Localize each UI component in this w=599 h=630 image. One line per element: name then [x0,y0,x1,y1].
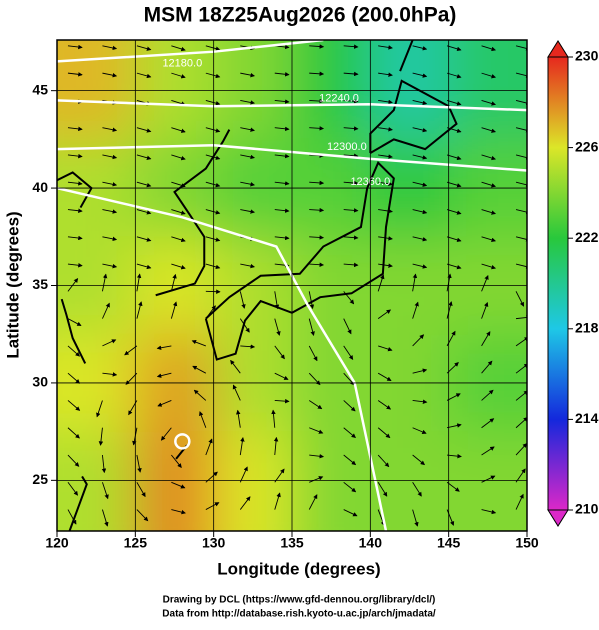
contour-label: 12180.0 [162,57,202,69]
y-tick-label: 25 [32,471,48,487]
footer-line: Drawing by DCL (https://www.gfd-dennou.o… [163,595,436,606]
colorbar [548,57,568,510]
colorbar-extend [548,510,568,526]
x-tick-label: 120 [45,535,69,551]
heat-cell [0,432,135,589]
field [0,0,587,589]
chart-title: MSM 18Z25Aug2026 (200.0hPa) [144,4,457,27]
footer-line: Data from http://database.rish.kyoto-u.a… [162,609,436,620]
y-tick-label: 40 [32,179,48,195]
x-tick-label: 135 [280,535,304,551]
colorbar-tick-label: 230 [575,48,599,64]
y-tick-label: 30 [32,374,48,390]
x-tick-label: 125 [124,535,148,551]
colorbar-tick-label: 222 [575,229,599,245]
colorbar-tick-label: 214 [575,410,599,426]
x-tick-label: 150 [515,535,539,551]
contour-label: 12300.0 [327,141,367,153]
y-tick-label: 35 [32,276,48,292]
x-tick-label: 140 [359,535,383,551]
colorbar-tick-label: 226 [575,138,599,154]
x-tick-label: 130 [202,535,226,551]
colorbar-tick-label: 218 [575,320,599,336]
x-axis-label: Longitude (degrees) [217,559,380,578]
colorbar-tick-label: 210 [575,501,599,517]
heat-layer [0,0,587,589]
colorbar-extend [548,41,568,57]
y-tick-label: 45 [32,81,48,97]
heat-cell [0,0,135,139]
contour-label: 12240.0 [319,92,359,104]
x-tick-label: 145 [437,535,461,551]
y-axis-label: Latitude (degrees) [3,211,22,358]
